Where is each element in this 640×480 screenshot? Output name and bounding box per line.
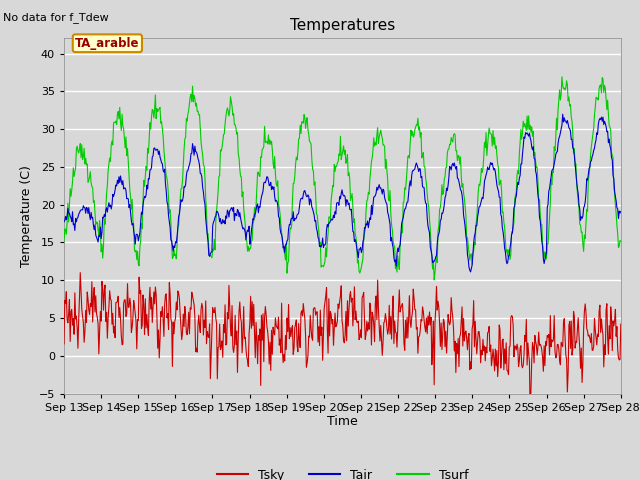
Y-axis label: Temperature (C): Temperature (C) [20, 165, 33, 267]
Title: Temperatures: Temperatures [290, 18, 395, 33]
Text: No data for f_Tdew: No data for f_Tdew [3, 12, 109, 23]
Text: TA_arable: TA_arable [75, 37, 140, 50]
Legend: Tsky, Tair, Tsurf: Tsky, Tair, Tsurf [212, 464, 473, 480]
X-axis label: Time: Time [327, 415, 358, 429]
